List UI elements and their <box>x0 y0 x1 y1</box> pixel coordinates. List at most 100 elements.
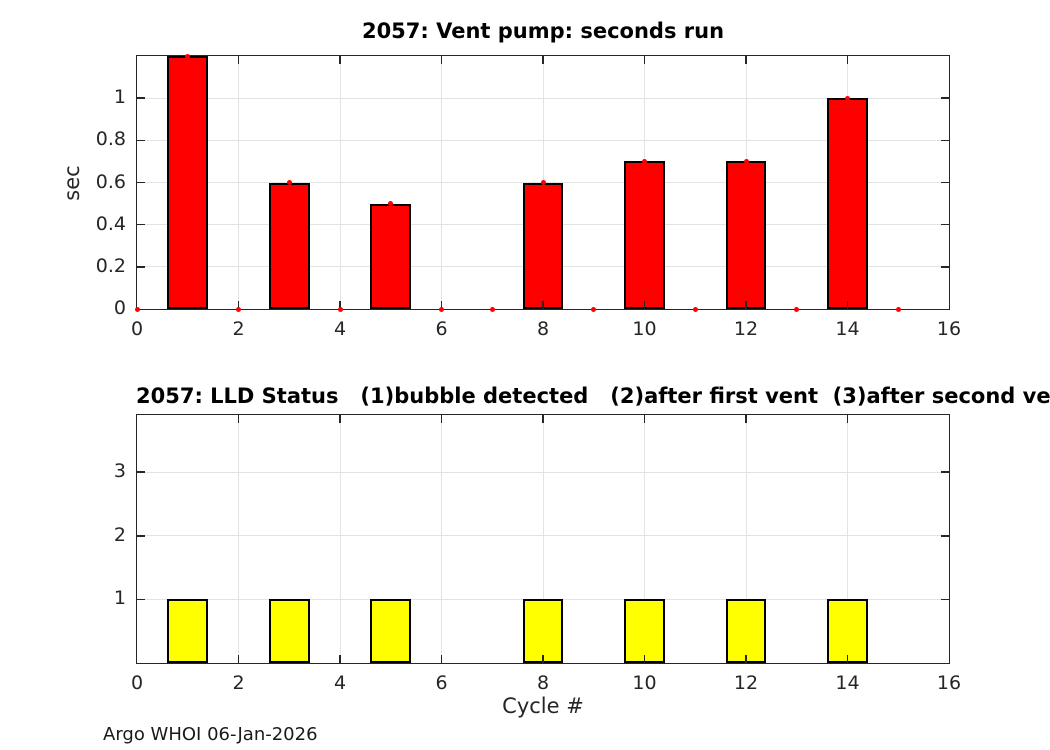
bar <box>827 599 868 663</box>
x-tick-bottom <box>745 655 747 663</box>
vent-pump-plot-area: 0 2 4 6 8 10 12 14 16 0 0.2 0.4 0.6 0.8 1 <box>96 53 961 340</box>
x-tick-label: 8 <box>536 318 550 340</box>
y-tick-label: 3 <box>113 460 126 483</box>
y-tick-label: 2 <box>113 523 126 546</box>
x-tick-label: 2 <box>232 672 245 694</box>
grid-line-vertical <box>542 415 544 663</box>
data-point-marker <box>134 306 140 312</box>
x-tick-top <box>846 56 849 64</box>
bar <box>268 182 310 309</box>
data-point-marker <box>692 306 698 312</box>
grid-line-vertical <box>847 415 848 663</box>
y-tick-left <box>137 598 145 601</box>
x-tick-top <box>643 56 646 64</box>
chart1-y-axis-label: sec <box>60 165 84 201</box>
data-point-marker <box>895 306 901 312</box>
y-tick-label: 0.6 <box>95 170 126 193</box>
x-tick-label: 10 <box>632 318 657 340</box>
x-tick-top <box>745 56 747 64</box>
y-tick-left <box>137 223 145 226</box>
data-point-marker <box>743 158 749 164</box>
x-tick-label: 14 <box>835 318 860 340</box>
bar <box>522 182 564 309</box>
bar <box>827 98 868 309</box>
x-tick-label: 6 <box>435 672 448 694</box>
data-point-marker <box>286 180 292 185</box>
y-tick-right <box>941 97 949 99</box>
x-tick-bottom <box>339 301 341 309</box>
x-tick-top <box>237 415 240 423</box>
x-tick-bottom <box>745 301 747 309</box>
data-point-marker <box>439 306 444 312</box>
x-tick-label: 16 <box>936 318 962 340</box>
x-tick-top <box>440 56 443 64</box>
grid-line-vertical <box>745 415 747 663</box>
grid-line-horizontal <box>137 139 949 141</box>
data-point-marker <box>642 158 647 164</box>
y-tick-left <box>137 266 145 268</box>
x-tick-bottom <box>542 301 544 309</box>
chart2-x-axis-label: Cycle # <box>502 694 584 718</box>
chart2-title: 2057: LLD Status (1)bubble detected (2)a… <box>136 384 1050 408</box>
x-tick-label: 14 <box>835 672 860 694</box>
data-point-marker <box>388 201 394 207</box>
bar <box>370 203 412 309</box>
grid-line-horizontal <box>137 471 949 473</box>
y-tick-right <box>941 223 949 226</box>
y-tick-right <box>941 266 949 268</box>
x-tick-label: 2 <box>232 318 245 340</box>
bar <box>167 599 209 663</box>
data-point-marker <box>591 306 597 312</box>
x-tick-bottom <box>542 655 544 663</box>
x-tick-top <box>542 415 544 423</box>
x-tick-top <box>745 415 747 423</box>
x-tick-top <box>643 415 646 423</box>
y-tick-left <box>137 181 145 184</box>
data-point-marker <box>236 306 241 312</box>
y-tick-left <box>137 139 145 142</box>
y-tick-right <box>941 535 949 537</box>
x-tick-label: 6 <box>435 318 448 340</box>
data-point-marker <box>489 306 495 312</box>
x-tick-label: 8 <box>536 672 550 694</box>
y-tick-right <box>941 471 949 473</box>
bar <box>167 56 209 309</box>
x-tick-top <box>846 415 849 423</box>
x-tick-bottom <box>440 301 443 309</box>
grid-line-vertical <box>339 415 341 663</box>
chart1-title: 2057: Vent pump: seconds run <box>361 19 725 43</box>
bar <box>522 599 564 663</box>
x-tick-top <box>237 56 240 64</box>
data-point-marker <box>794 306 800 312</box>
bar <box>268 599 310 663</box>
y-tick-label: 1 <box>113 587 126 610</box>
x-tick-label: 10 <box>632 672 657 694</box>
y-tick-left <box>137 471 145 473</box>
y-tick-label: 0.8 <box>95 128 126 151</box>
x-tick-label: 12 <box>733 318 759 340</box>
y-tick-label: 0.2 <box>95 254 126 277</box>
x-tick-bottom <box>643 301 646 309</box>
y-tick-right <box>941 181 949 184</box>
x-tick-top <box>440 415 443 423</box>
x-tick-label: 16 <box>936 672 962 694</box>
x-tick-top <box>339 415 341 423</box>
x-tick-bottom <box>237 301 240 309</box>
y-tick-label: 0 <box>113 297 126 319</box>
x-tick-label: 12 <box>733 672 759 694</box>
x-tick-bottom <box>339 655 341 663</box>
grid-line-vertical <box>644 415 645 663</box>
x-tick-top <box>542 56 544 64</box>
bar <box>725 599 767 663</box>
x-tick-bottom <box>846 655 849 663</box>
x-tick-top <box>339 56 341 64</box>
bar <box>370 599 412 663</box>
y-tick-right <box>941 139 949 142</box>
x-tick-label: 0 <box>130 672 144 694</box>
grid-line-horizontal <box>137 97 949 99</box>
grid-line-horizontal <box>137 535 949 537</box>
data-point-marker <box>540 180 546 185</box>
x-tick-bottom <box>440 655 443 663</box>
data-point-marker <box>845 95 850 101</box>
